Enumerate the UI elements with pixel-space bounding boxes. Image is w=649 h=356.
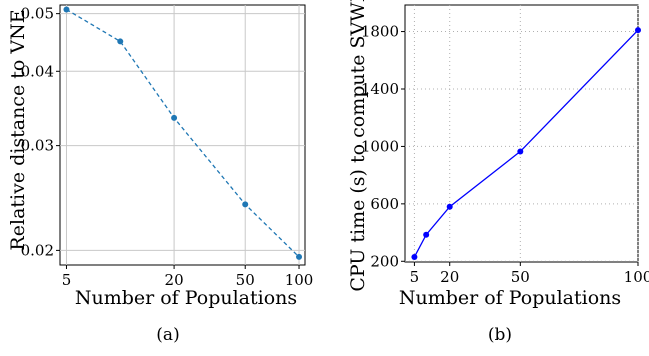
chart-b-series-line <box>413 29 639 258</box>
chart-b-y-tick-label: 1400 <box>361 80 399 98</box>
chart-b-data-point <box>446 203 453 210</box>
chart-b-x-tick-label: 5 <box>410 268 420 286</box>
chart-a-frame <box>59 4 306 266</box>
chart-b-x-tick-label: 50 <box>511 268 530 286</box>
chart-a-data-point <box>117 38 124 45</box>
chart-a-y-tick-label: 0.04 <box>21 62 54 80</box>
chart-a-caption: (a) <box>156 325 179 345</box>
chart-b-data-point <box>517 148 524 155</box>
chart-a: 5 20 50 100 0.02 0.03 0.04 0.05 Number of Popul… <box>7 4 314 345</box>
chart-a-ticks: 5 20 50 100 0.02 0.03 0.04 0.05 <box>21 5 314 289</box>
chart-a-data-point <box>63 6 70 13</box>
chart-b: 5 20 50 100 200 600 1000 1400 1800 Number of Pop… <box>347 0 649 345</box>
chart-b-y-tick-label: 600 <box>370 195 399 213</box>
chart-a-data-point <box>242 201 249 208</box>
chart-a-grid <box>60 5 305 265</box>
chart-b-data-point <box>411 253 418 260</box>
chart-a-y-tick-label: 0.02 <box>21 241 54 259</box>
chart-b-x-tick-label: 100 <box>624 268 649 286</box>
chart-b-series <box>411 27 641 260</box>
chart-a-y-axis-label: Relative distance to VNE <box>7 9 29 250</box>
chart-a-data-point <box>296 253 303 260</box>
chart-b-ticks: 5 20 50 100 200 600 1000 1400 1800 <box>361 23 649 286</box>
chart-a-data-point <box>171 114 178 121</box>
chart-b-x-axis-label: Number of Populations <box>399 287 621 309</box>
chart-a-x-tick-label: 100 <box>285 271 314 289</box>
chart-a-y-tick-label: 0.03 <box>21 137 54 155</box>
chart-b-grid <box>405 5 639 262</box>
chart-a-series-line <box>66 8 300 258</box>
chart-a-x-tick-label: 5 <box>62 271 72 289</box>
chart-b-frame <box>404 4 639 263</box>
chart-a-x-tick-label: 50 <box>236 271 255 289</box>
chart-b-y-tick-label: 1000 <box>361 137 399 155</box>
chart-a-x-tick-label: 20 <box>165 271 184 289</box>
chart-a-y-tick-label: 0.05 <box>21 5 54 23</box>
chart-b-data-point <box>635 27 641 34</box>
chart-a-series <box>63 6 303 260</box>
chart-a-x-axis-label: Number of Populations <box>75 287 297 309</box>
chart-b-x-tick-label: 20 <box>440 268 459 286</box>
chart-b-y-tick-label: 200 <box>370 252 399 270</box>
chart-b-data-point <box>423 231 430 238</box>
chart-b-y-axis-label: CPU time (s) to compute SVWE <box>347 0 369 292</box>
chart-b-y-tick-label: 1800 <box>361 23 399 41</box>
chart-b-caption: (b) <box>488 325 512 345</box>
